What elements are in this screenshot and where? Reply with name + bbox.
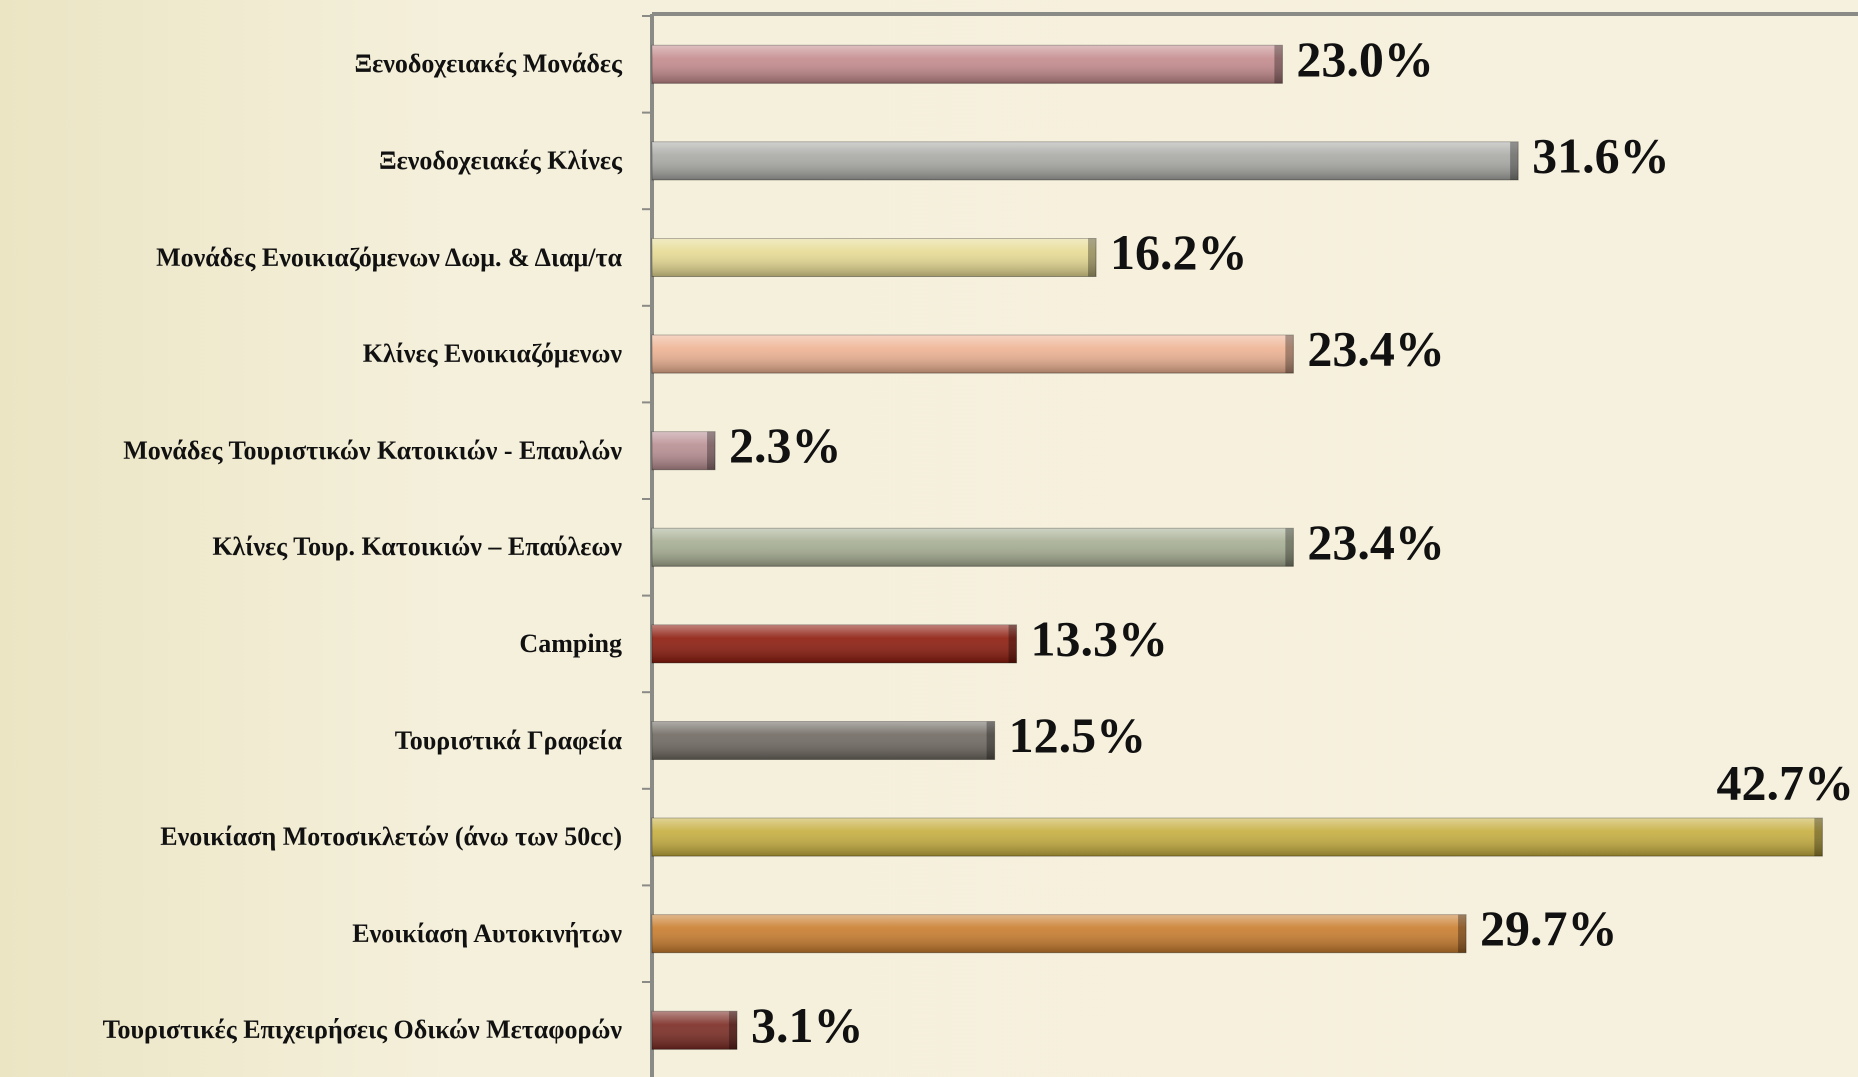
category-label: Τουριστικά Γραφεία — [394, 725, 622, 755]
value-label: 13.3% — [1031, 610, 1169, 666]
bar-shine — [652, 914, 1467, 953]
value-label: 42.7% — [1717, 755, 1855, 811]
bar-end — [728, 1011, 737, 1050]
bar-end — [1458, 914, 1467, 953]
category-label: Τουριστικές Επιχειρήσεις Οδικών Μεταφορώ… — [102, 1015, 622, 1045]
category-label: Μονάδες Τουριστικών Κατοικιών - Επαυλών — [123, 435, 622, 465]
bar-end — [1274, 45, 1283, 84]
bar-shine — [652, 721, 995, 760]
value-label: 23.0% — [1296, 31, 1434, 87]
category-label: Κλίνες Τουρ. Κατοικιών – Επαύλεων — [212, 532, 622, 562]
bar-end — [1285, 528, 1294, 567]
bar-shine — [652, 624, 1017, 663]
value-label: 23.4% — [1307, 321, 1445, 377]
bar-shine — [652, 431, 716, 470]
value-label: 12.5% — [1009, 707, 1147, 763]
bar-end — [707, 431, 716, 470]
bar-shine — [652, 1011, 737, 1050]
category-label: Κλίνες Ενοικιαζόμενων — [362, 339, 622, 369]
bar-shine — [652, 335, 1294, 374]
value-label: 23.4% — [1307, 514, 1445, 570]
bar-end — [1088, 238, 1097, 277]
bar-shine — [652, 238, 1097, 277]
value-label: 29.7% — [1480, 900, 1618, 956]
bar-shine — [652, 141, 1519, 180]
value-label: 31.6% — [1532, 127, 1670, 183]
category-label: Ξενοδοχειακές Κλίνες — [379, 145, 622, 175]
category-label: Camping — [519, 628, 622, 658]
category-label: Ξενοδοχειακές Μονάδες — [354, 49, 622, 79]
category-label: Μονάδες Ενοικιαζόμενων Δωμ. & Διαμ/τα — [156, 242, 622, 272]
value-label: 3.1% — [751, 997, 864, 1053]
value-label: 16.2% — [1110, 224, 1248, 280]
bar-shine — [652, 528, 1294, 567]
value-label: 2.3% — [729, 417, 842, 473]
category-label: Ενοικίαση Μοτοσικλετών (άνω των 50cc) — [160, 822, 622, 852]
bar-end — [1814, 818, 1823, 857]
bar-shine — [652, 818, 1823, 857]
category-label: Ενοικίαση Αυτοκινήτων — [352, 918, 622, 948]
bar-end — [1008, 624, 1017, 663]
bar-shine — [652, 45, 1283, 84]
bar-end — [1510, 141, 1519, 180]
bar-end — [986, 721, 995, 760]
bar-end — [1285, 335, 1294, 374]
